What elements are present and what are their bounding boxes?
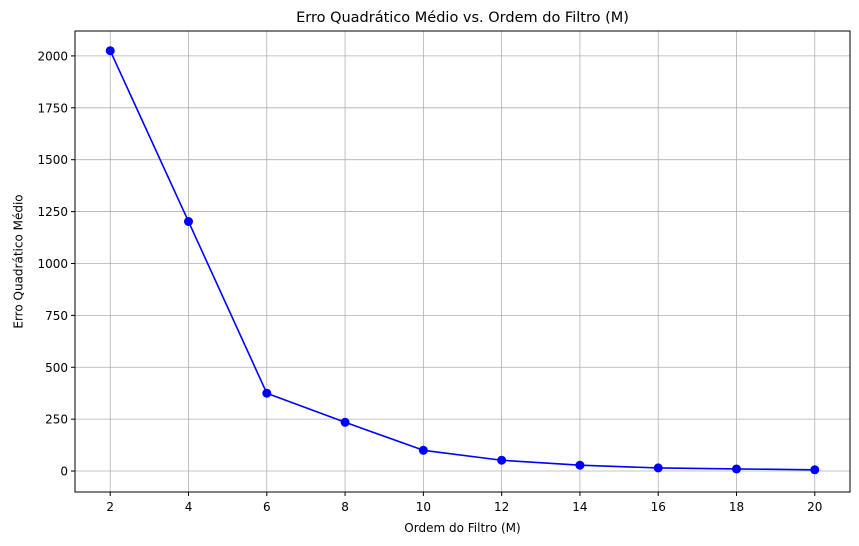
x-axis-label: Ordem do Filtro (M) bbox=[404, 521, 520, 535]
y-axis-label: Erro Quadrático Médio bbox=[12, 194, 26, 328]
y-tick-label: 1500 bbox=[37, 153, 68, 167]
x-tick-label: 10 bbox=[416, 500, 431, 514]
x-tick-label: 20 bbox=[807, 500, 822, 514]
chart-title: Erro Quadrático Médio vs. Ordem do Filtr… bbox=[296, 10, 629, 26]
data-point bbox=[340, 417, 350, 427]
x-tick-label: 16 bbox=[651, 500, 666, 514]
plot-frame bbox=[74, 30, 851, 493]
series-layer bbox=[105, 46, 820, 475]
data-point bbox=[184, 217, 194, 227]
y-tick-label: 500 bbox=[45, 361, 68, 375]
data-point bbox=[731, 464, 741, 474]
y-tick-label: 1750 bbox=[37, 101, 68, 115]
series-line bbox=[109, 50, 815, 471]
data-point bbox=[575, 460, 585, 470]
data-point bbox=[810, 465, 820, 475]
x-tick-label: 12 bbox=[494, 500, 509, 514]
data-point bbox=[497, 455, 507, 465]
x-tick-label: 8 bbox=[341, 500, 349, 514]
data-point bbox=[418, 445, 428, 455]
y-tick-label: 250 bbox=[45, 413, 68, 427]
x-tick-label: 4 bbox=[185, 500, 193, 514]
y-tick-label: 1000 bbox=[37, 257, 68, 271]
x-tick-label: 18 bbox=[729, 500, 744, 514]
x-tick-label: 6 bbox=[263, 500, 271, 514]
x-tick-label: 14 bbox=[572, 500, 587, 514]
data-point bbox=[105, 46, 115, 56]
y-tick-label: 750 bbox=[45, 309, 68, 323]
y-tick-label: 2000 bbox=[37, 49, 68, 63]
data-point bbox=[262, 388, 272, 398]
y-tick-label: 1250 bbox=[37, 205, 68, 219]
axis-ticks: 2 4 6 8 10 12 14 16 18 20 0 250 500 750 1000 1250 1500 17… bbox=[37, 49, 822, 514]
x-tick-label: 2 bbox=[106, 500, 114, 514]
grid-lines bbox=[75, 31, 850, 492]
y-tick-label: 0 bbox=[60, 465, 68, 479]
data-point bbox=[653, 463, 663, 473]
